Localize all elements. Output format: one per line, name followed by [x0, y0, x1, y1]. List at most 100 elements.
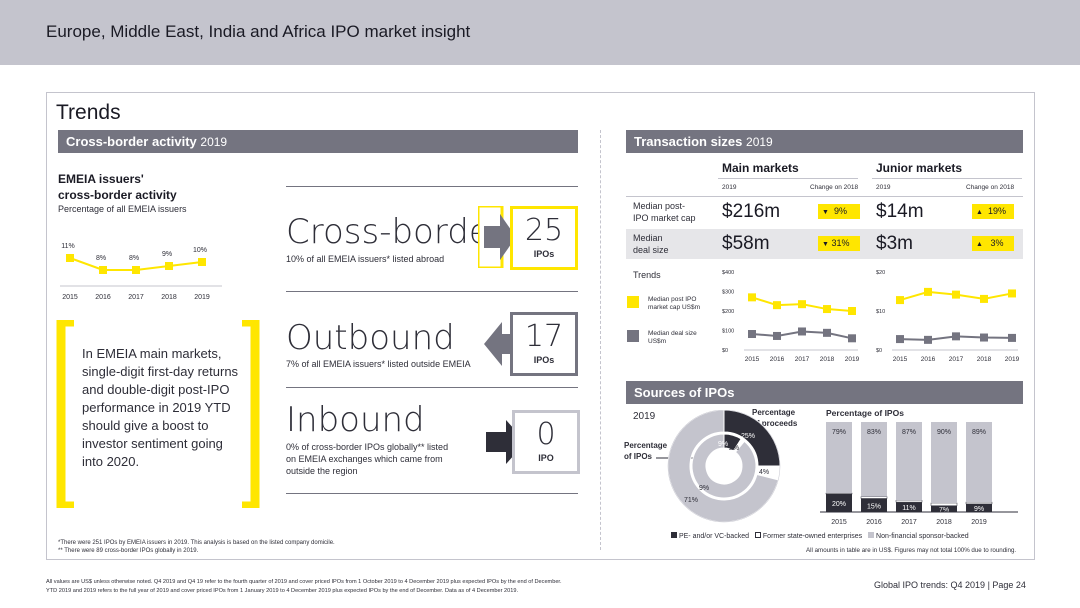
stack-data-label: 89%: [972, 429, 986, 436]
trend-point: [1008, 333, 1016, 342]
cb-chart-marks: 11% 2015 8% 2016 8% 2017 9% 2018 10% 2019: [61, 243, 210, 301]
stack-bar-segment: [896, 502, 922, 512]
trend-point: [952, 290, 960, 299]
cb-data-label: 10%: [193, 247, 207, 254]
stack-x-tick: 2017: [901, 519, 917, 526]
footer-note-1: All values are US$ unless otherwise note…: [46, 579, 562, 585]
sources-year: 2019: [633, 411, 656, 422]
row2-junior-badge: ▲ 3%: [972, 236, 1014, 251]
cb-point: [198, 258, 206, 266]
row1-main-change: 9%: [833, 206, 847, 216]
transaction-bar-title: Transaction sizes: [634, 134, 743, 149]
trend-point: [773, 331, 781, 340]
stack-bar-segment: [931, 505, 957, 512]
trend-point: [980, 333, 988, 342]
outbound-unit: IPOs: [533, 355, 555, 365]
sources-note: All amounts in table are in US$. Figures…: [806, 547, 1017, 554]
sources-section-bar: Sources of IPOs: [626, 381, 1023, 404]
trend-point: [748, 330, 756, 339]
inbound-desc-1: 0% of cross-border IPOs globally** liste…: [286, 442, 449, 452]
main-markets-header: Main markets: [722, 161, 799, 175]
trend-point: [980, 294, 988, 303]
inbound-desc-2: on EMEIA exchanges which came from: [286, 454, 443, 464]
cb-chart-title-1: EMEIA issuers': [58, 172, 144, 186]
stack-bar-segment: [966, 503, 992, 512]
stack-bar-segment: [931, 422, 957, 503]
trend-y-tick: $400: [722, 270, 734, 276]
sources-stacked-bar-chart: 20%1%79%201515%2%83%201611%2%87%20177%3%…: [820, 422, 1018, 526]
junior-col-change: Change on 2018: [966, 184, 1015, 191]
donut-label: 4%: [759, 469, 769, 476]
row1-label-2: IPO market cap: [633, 213, 696, 223]
trend-y-tick: $0: [722, 348, 728, 354]
cb-point: [99, 266, 107, 274]
junior-markets-header: Junior markets: [876, 161, 963, 175]
legend-pe: PE- and/or VC-backed: [678, 533, 749, 540]
cross-border-desc: 10% of all EMEIA issuers* listed abroad: [286, 254, 445, 264]
outbound-label: Outbound: [286, 318, 455, 358]
divider-mid1: [286, 291, 578, 292]
stack-data-label: 79%: [832, 429, 846, 436]
stack-data-label: 83%: [867, 429, 881, 436]
stack-data-label: 11%: [902, 505, 916, 512]
row2-main-value: $58m: [722, 233, 770, 254]
cb-tick-label: 2016: [95, 294, 111, 301]
inbound-label: Inbound: [286, 400, 425, 440]
outbound-value: 17: [524, 319, 564, 354]
trend-point: [748, 293, 756, 302]
divider-bottom: [286, 493, 578, 494]
cross-border-unit: IPOs: [533, 249, 555, 259]
page-title: Europe, Middle East, India and Africa IP…: [46, 22, 471, 41]
row1-junior-change: 19%: [987, 206, 1006, 216]
cross-border-bar-year: 2019: [200, 135, 228, 149]
trend-x-tick: 2015: [893, 356, 908, 363]
sources-donut-chart: 25%4%71%9%2%9%: [656, 410, 781, 523]
legend-pe-swatch: [671, 532, 677, 538]
trend-point: [848, 334, 856, 343]
stack-chart-marks: 20%1%79%201515%2%83%201611%2%87%20177%3%…: [820, 422, 1018, 526]
trend-point: [952, 332, 960, 341]
main-header-line: [718, 178, 858, 179]
donut-label: 25%: [741, 433, 755, 440]
donut-label: 9%: [718, 441, 728, 448]
cross-border-section-bar: Cross-border activity 2019: [58, 130, 578, 153]
legend-market-cap-1: Median post IPO: [648, 296, 697, 303]
row1-main-badge: ▼ 9%: [818, 204, 860, 219]
stack-data-label: 15%: [867, 503, 881, 510]
stack-bar-segment: [930, 502, 958, 506]
trend-y-tick: $300: [722, 290, 734, 296]
row1-label-1: Median post-: [633, 201, 686, 211]
donut-label: 71%: [684, 497, 698, 504]
row1-junior-badge: ▲ 19%: [972, 204, 1014, 219]
outbound-arrow-icon: [484, 322, 516, 366]
quote-text: In EMEIA main markets, single-digit firs…: [82, 346, 239, 469]
main-col-change: Change on 2018: [810, 184, 859, 191]
main-markets-trend-chart: $400 $300 $200 $100 $0 2015 2016 2017 2018 2019: [722, 270, 860, 363]
footnote-1: *There were 251 IPOs by EMEIA issuers in…: [58, 540, 335, 546]
trend-x-tick: 2018: [977, 356, 992, 363]
donut-marks: 25%4%71%9%2%9%: [667, 410, 781, 523]
trend-point: [924, 287, 932, 296]
trend-y-tick: $20: [876, 270, 885, 276]
main-col-year: 2019: [722, 184, 737, 191]
cb-chart-title-2: cross-border activity: [58, 188, 177, 202]
trend-x-tick: 2015: [745, 356, 760, 363]
cross-border-arrow-icon: [478, 206, 516, 268]
legend-nfs-swatch: [868, 532, 875, 538]
up-arrow-icon: ▲: [976, 241, 983, 248]
outbound-desc: 7% of all EMEIA issuers* listed outside …: [286, 359, 471, 369]
footer-note-2: YTD 2019 and 2019 refers to the full yea…: [46, 588, 519, 594]
legend-nfs: Non-financial sponsor-backed: [876, 533, 969, 540]
cb-data-label: 8%: [129, 255, 139, 262]
row1-junior-value: $14m: [876, 201, 924, 222]
stack-bar-segment: [860, 496, 888, 499]
stack-bar-segment: [895, 500, 923, 503]
transaction-section-bar: Transaction sizes 2019: [626, 130, 1023, 153]
cb-data-label: 9%: [162, 251, 172, 258]
trend-x-tick: 2019: [845, 356, 860, 363]
cross-border-value: 25: [524, 213, 564, 248]
inbound-desc-3: outside the region: [286, 466, 358, 476]
row1-main-value: $216m: [722, 201, 781, 222]
trend-point: [823, 305, 831, 314]
row2-main-badge: ▼ 31%: [818, 236, 860, 251]
